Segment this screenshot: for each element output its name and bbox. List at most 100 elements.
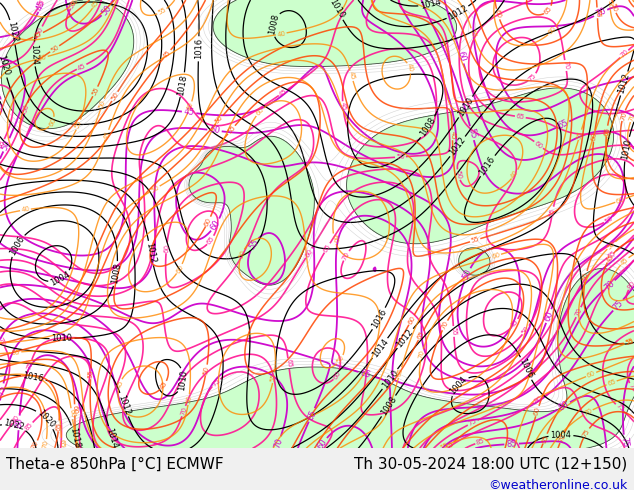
Text: 55: 55 (247, 237, 261, 251)
Text: 45: 45 (103, 130, 111, 140)
Text: 65: 65 (556, 118, 569, 131)
Text: 50: 50 (521, 325, 531, 336)
Text: 50: 50 (37, 54, 48, 62)
Text: 1014: 1014 (370, 337, 390, 359)
Text: 60: 60 (407, 315, 417, 325)
Text: 1020: 1020 (36, 408, 56, 430)
Text: 1010: 1010 (456, 96, 475, 118)
Text: 75: 75 (25, 360, 34, 370)
Text: 70: 70 (0, 336, 6, 347)
Text: 1024: 1024 (29, 43, 39, 65)
Text: 50: 50 (35, 26, 44, 37)
Text: 50: 50 (110, 91, 120, 102)
Text: 50: 50 (150, 184, 160, 194)
Text: 45: 45 (33, 30, 43, 40)
Text: 65: 65 (359, 368, 372, 380)
Text: 70: 70 (440, 320, 450, 331)
Text: 1020: 1020 (0, 54, 11, 77)
Text: 45: 45 (183, 107, 195, 118)
Text: 80: 80 (14, 417, 24, 429)
Text: 1010: 1010 (177, 369, 188, 391)
Text: 80: 80 (557, 399, 571, 413)
Text: 1008: 1008 (267, 13, 280, 36)
Text: 60: 60 (48, 117, 57, 127)
Text: 75: 75 (611, 298, 625, 312)
Text: 1012: 1012 (448, 135, 467, 158)
Text: 45: 45 (340, 102, 346, 111)
Text: 50: 50 (209, 125, 220, 136)
Text: 60: 60 (332, 369, 342, 380)
Text: 65: 65 (55, 421, 62, 431)
Text: Th 30-05-2024 18:00 UTC (12+150): Th 30-05-2024 18:00 UTC (12+150) (354, 457, 628, 472)
Text: 70: 70 (594, 6, 607, 19)
Text: 60: 60 (615, 196, 626, 205)
Text: 40: 40 (20, 206, 30, 214)
Text: 60: 60 (543, 310, 555, 322)
Text: 40: 40 (276, 30, 286, 38)
Text: 50: 50 (335, 354, 346, 365)
Text: 45: 45 (158, 380, 169, 391)
Text: 1004: 1004 (448, 374, 469, 396)
Text: 60: 60 (72, 405, 78, 415)
Text: 1016: 1016 (22, 371, 44, 384)
Text: 75: 75 (619, 436, 630, 448)
Text: 55: 55 (87, 369, 94, 378)
Text: 55: 55 (0, 101, 6, 112)
Text: 50: 50 (610, 2, 618, 13)
Text: 40: 40 (69, 0, 80, 8)
Text: 45: 45 (450, 130, 455, 139)
Text: 55: 55 (68, 0, 78, 9)
Text: 65: 65 (515, 113, 525, 121)
Text: 70: 70 (627, 383, 634, 393)
Text: 1010: 1010 (327, 0, 346, 20)
Text: 70: 70 (273, 437, 285, 450)
Text: 60: 60 (491, 252, 501, 260)
Text: 75: 75 (467, 418, 478, 427)
Text: 60: 60 (304, 247, 314, 259)
Text: 75: 75 (0, 385, 8, 396)
Text: 85: 85 (24, 421, 34, 432)
Text: 70: 70 (30, 440, 40, 451)
Text: 50: 50 (203, 365, 210, 375)
Text: 70: 70 (562, 61, 569, 71)
Text: 55: 55 (549, 207, 557, 217)
Text: 70: 70 (583, 408, 593, 417)
Text: 75: 75 (614, 403, 625, 413)
Text: 60: 60 (494, 9, 502, 19)
Text: 50: 50 (214, 114, 224, 125)
Text: 60: 60 (204, 216, 213, 227)
Text: 1008: 1008 (418, 116, 437, 139)
Text: 55: 55 (0, 139, 6, 149)
Text: 55: 55 (74, 120, 83, 130)
Text: 45: 45 (347, 71, 356, 81)
Text: 50: 50 (461, 268, 474, 281)
Text: 70: 70 (418, 349, 426, 360)
Text: 60: 60 (533, 406, 541, 416)
Text: 70: 70 (42, 440, 49, 449)
Text: 1018: 1018 (68, 426, 81, 449)
Text: 60: 60 (163, 243, 170, 253)
Text: 1006: 1006 (517, 357, 534, 380)
Text: 1016: 1016 (370, 307, 388, 330)
Text: 1014: 1014 (419, 0, 442, 11)
Text: 65: 65 (543, 5, 553, 16)
Text: 55: 55 (624, 339, 634, 346)
Text: 50: 50 (603, 215, 614, 225)
Text: 55: 55 (444, 441, 455, 451)
Text: 1010: 1010 (380, 368, 400, 390)
Text: 45: 45 (510, 318, 520, 329)
Text: 1016: 1016 (478, 154, 497, 177)
Text: 65: 65 (205, 235, 216, 245)
Text: 1012: 1012 (446, 4, 469, 22)
Text: 45: 45 (278, 88, 288, 98)
Text: 65: 65 (606, 378, 617, 387)
Text: 40: 40 (510, 169, 520, 180)
Text: 65: 65 (322, 243, 332, 253)
Text: 70: 70 (619, 49, 630, 59)
Text: 70: 70 (602, 278, 616, 292)
Text: 1014: 1014 (105, 427, 120, 449)
Text: 85: 85 (506, 439, 517, 449)
Text: 40: 40 (186, 101, 195, 112)
Text: 60: 60 (254, 106, 265, 117)
Text: 55: 55 (450, 327, 457, 336)
